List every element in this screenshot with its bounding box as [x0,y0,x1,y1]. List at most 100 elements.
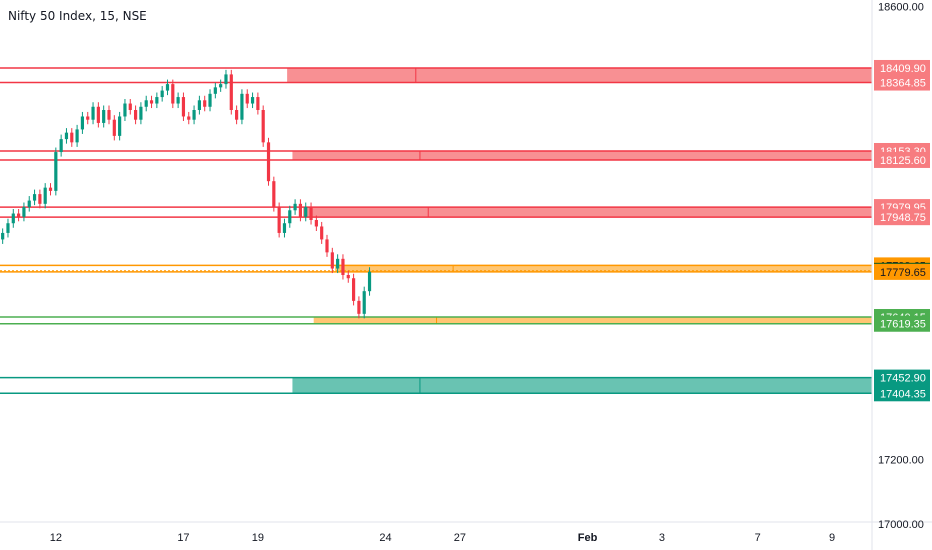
candle-body-31 [165,84,170,91]
x-tick-label-6: 3 [659,532,665,544]
candle-body-15 [80,116,85,130]
candle-body-46 [245,93,249,104]
levels-layer [0,67,872,395]
price-tag-bg-8 [874,263,930,280]
price-tag-bg-5 [874,209,930,226]
candle-body-53 [282,223,287,233]
price-tag-label-3: 18125.60 [880,155,926,167]
y-tick-label-1: 17200.00 [878,454,924,466]
zone-fill-2 [303,207,872,218]
candle-body-20 [107,110,111,120]
candle-body-68 [362,291,366,314]
price-tags-layer: 18409.9018364.8518153.3018125.6017979.95… [874,59,930,402]
x-tick-label-5: Feb [578,532,598,544]
zone-fill-0 [287,67,872,83]
candle-body-32 [171,84,175,104]
candle-body-28 [149,100,154,104]
candle-body-66 [351,278,356,301]
candle-body-3 [17,213,21,217]
candle-body-14 [75,129,79,143]
zones-layer [287,67,873,394]
candle-body-37 [197,100,201,110]
candle-body-17 [91,106,95,120]
x-tick-label-8: 9 [829,532,835,544]
y-tick-label-0: 18600.00 [878,1,924,13]
candle-body-52 [277,207,281,233]
price-tag-bg-12 [874,385,930,402]
candle-body-51 [272,181,276,208]
candle-body-56 [298,203,303,217]
candle-body-39 [208,93,212,107]
candle-body-49 [261,110,265,143]
candle-body-69 [367,271,372,292]
zone-fill-1 [292,150,872,160]
candle-body-47 [250,97,255,104]
chart-title: Nifty 50 Index, 15, NSE [8,9,147,23]
price-tag-bg-1 [874,74,930,91]
candle-body-26 [139,106,143,120]
candle-body-0 [1,232,5,240]
candle-body-64 [341,258,345,275]
candle-body-35 [187,116,191,120]
candle-body-43 [229,74,233,110]
candle-body-50 [266,142,271,182]
candle-body-19 [102,110,106,123]
candle-body-63 [336,258,340,269]
candle-body-10 [54,152,58,191]
candle-body-38 [203,100,207,107]
price-tag-bg-11 [874,369,930,386]
candle-body-41 [219,84,223,88]
candle-body-21 [112,119,116,136]
candle-body-27 [144,100,148,107]
candle-body-67 [357,300,361,314]
price-tag-label-12: 17404.35 [880,388,926,400]
zone-fill-3 [334,265,873,272]
candle-body-44 [235,110,239,120]
x-tick-label-7: 7 [755,532,761,544]
candle-body-65 [346,275,350,279]
candle-body-7 [38,194,42,204]
price-tag-label-5: 17948.75 [880,212,926,224]
candle-body-2 [11,213,15,224]
candle-body-6 [32,194,37,201]
candle-body-57 [304,207,308,217]
candle-body-9 [48,187,53,191]
candle-body-1 [6,223,10,233]
candle-body-23 [123,103,127,117]
price-tag-bg-10 [874,315,930,332]
x-tick-label-3: 24 [379,532,391,544]
candle-body-40 [213,87,217,94]
candle-body-16 [86,116,90,120]
candle-body-42 [224,74,228,85]
candle-body-59 [314,220,318,227]
price-tag-label-8: 17779.65 [880,267,926,279]
price-tag-bg-3 [874,151,930,168]
candle-body-11 [59,139,63,153]
candle-body-34 [181,97,186,117]
candle-body-8 [43,187,47,204]
candles-layer [1,69,372,319]
zone-fill-5 [292,377,872,394]
candle-body-36 [192,110,196,120]
x-tick-label-2: 19 [252,532,264,544]
price-tag-label-1: 18364.85 [880,78,926,90]
candle-body-18 [96,106,100,123]
price-tag-label-10: 17619.35 [880,319,926,331]
candle-body-62 [330,252,334,269]
candle-body-30 [160,90,164,98]
candle-body-45 [240,93,244,120]
candle-body-4 [22,207,26,217]
zone-fill-4 [313,317,873,324]
y-tick-label-2: 17000.00 [878,519,924,531]
candle-body-55 [293,203,297,211]
x-tick-label-0: 12 [50,532,62,544]
candle-body-29 [155,97,159,104]
candle-body-48 [256,97,260,110]
price-tag-bg-0 [874,59,930,76]
candle-body-12 [64,132,69,140]
candle-body-22 [118,116,122,136]
x-tick-label-1: 17 [177,532,189,544]
